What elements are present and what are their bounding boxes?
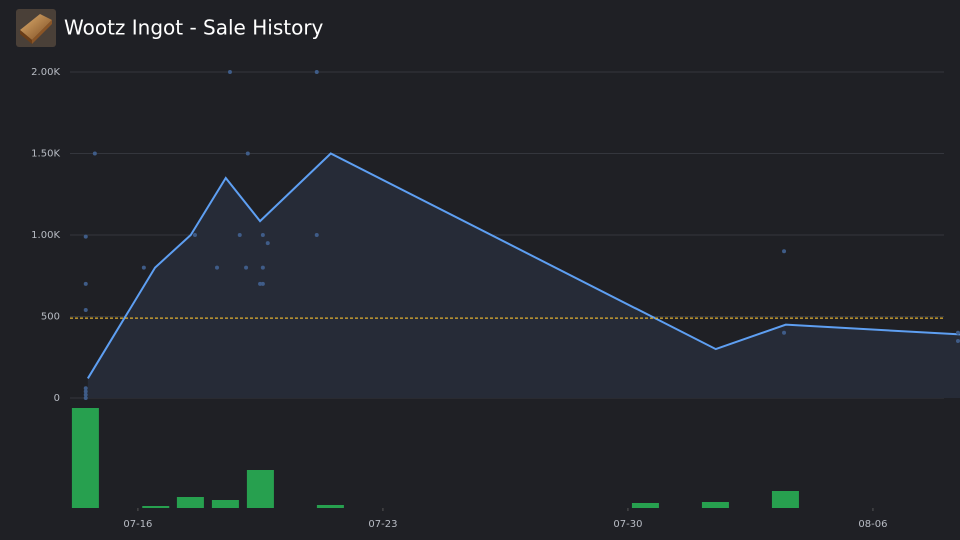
sale-point — [83, 396, 88, 400]
plot — [86, 152, 960, 398]
sale-point — [83, 389, 88, 394]
y-tick-label: 1.00K — [31, 230, 60, 241]
item-icon — [16, 9, 56, 47]
volume-bar — [771, 491, 799, 508]
sale-point — [237, 233, 242, 237]
sale-point — [260, 265, 265, 270]
sale-point — [83, 307, 88, 312]
y-tick-label: 500 — [41, 312, 60, 323]
sale-point — [83, 281, 88, 286]
sale-point — [260, 281, 265, 286]
volume-bar — [316, 505, 344, 508]
sale-point — [956, 338, 960, 343]
volume-bar — [631, 503, 659, 508]
volume-bar — [246, 470, 274, 508]
sale-point — [260, 233, 265, 237]
x-tick-label: 07-30 — [613, 519, 642, 530]
sale-point — [258, 281, 263, 286]
x-tick-label: 07-23 — [368, 519, 397, 530]
chart-title: Wootz Ingot - Sale History — [64, 16, 324, 40]
sale-point — [192, 233, 197, 237]
sale-point — [141, 265, 146, 270]
sale-point — [782, 249, 787, 254]
volume-bar — [701, 502, 729, 508]
x-tick-label: 07-16 — [123, 519, 152, 530]
sale-point — [782, 330, 787, 335]
y-tick-label: 0 — [54, 393, 60, 404]
volume-bar — [176, 497, 204, 508]
volume-bar — [142, 506, 170, 508]
sale-point — [83, 234, 88, 239]
y-tick-label: 2.00K — [31, 67, 60, 78]
sale-point — [215, 265, 220, 270]
volume-bar — [71, 408, 99, 508]
line — [86, 152, 960, 379]
sale-point — [244, 265, 249, 270]
sale-point — [83, 386, 88, 391]
sale-point — [956, 330, 960, 335]
sale-point — [92, 151, 97, 156]
sale-point — [227, 70, 232, 74]
area — [87, 153, 960, 398]
volume-bar — [211, 500, 239, 508]
sale-point — [245, 151, 250, 156]
sale-point — [83, 392, 88, 397]
sale-point — [314, 233, 319, 237]
sale-point — [314, 70, 319, 74]
y-tick-label: 1.50K — [31, 149, 60, 160]
x-tick-label: 08-06 — [858, 519, 887, 530]
sale-point — [265, 241, 270, 246]
